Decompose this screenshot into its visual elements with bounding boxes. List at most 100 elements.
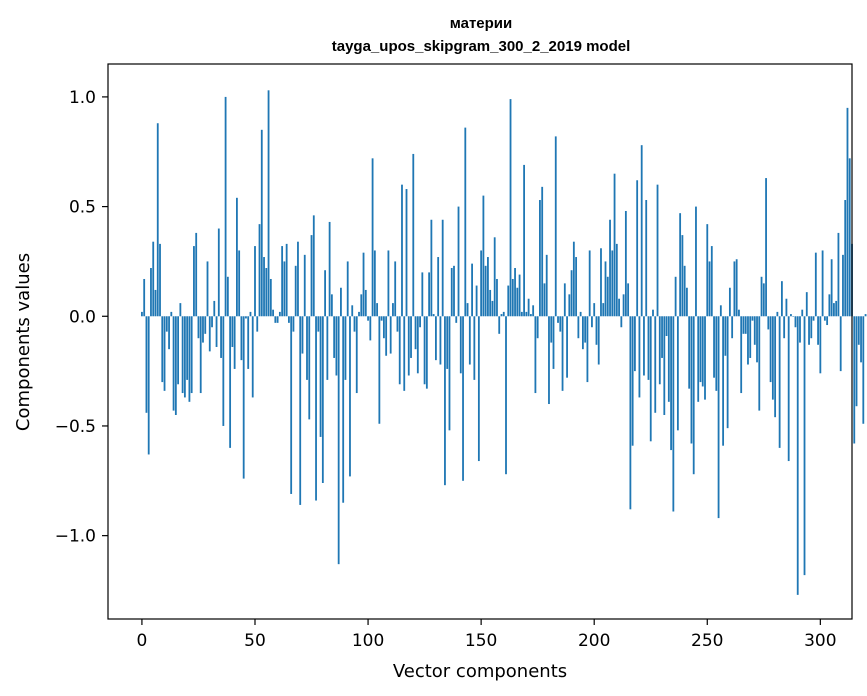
bar-component-194 (579, 311, 582, 317)
bar-component-275 (762, 283, 765, 317)
bar-component-103 (373, 250, 376, 317)
bar-component-131 (437, 257, 440, 317)
bar-component-85 (333, 316, 336, 358)
bar-component-114 (398, 316, 401, 385)
bar-component-260 (728, 287, 731, 317)
bar-component-189 (568, 294, 571, 317)
bar-component-38 (226, 276, 229, 317)
bar-component-234 (670, 316, 672, 451)
bar-component-51 (256, 316, 259, 332)
bar-component-6 (154, 289, 157, 317)
bar-component-276 (765, 178, 767, 317)
bar-component-190 (570, 270, 573, 317)
bar-component-269 (749, 316, 752, 358)
bar-component-111 (392, 303, 394, 317)
bar-component-3 (147, 316, 150, 455)
bar-component-71 (301, 316, 304, 354)
bar-component-163 (509, 99, 512, 317)
bar-component-287 (790, 314, 792, 317)
bar-component-77 (315, 316, 317, 501)
bar-component-95 (355, 316, 358, 394)
bar-component-176 (539, 200, 541, 317)
bar-component-239 (681, 235, 684, 317)
bar-component-184 (557, 316, 559, 323)
bar-component-157 (496, 278, 498, 317)
bar-component-96 (358, 311, 360, 317)
bar-component-94 (353, 316, 356, 332)
bar-component-18 (181, 316, 184, 394)
bar-component-254 (715, 316, 718, 391)
bar-component-29 (206, 261, 209, 317)
bar-component-298 (814, 252, 817, 317)
bar-component-105 (378, 316, 381, 424)
bar-component-154 (489, 289, 492, 317)
bar-component-108 (385, 316, 388, 356)
bar-component-274 (760, 276, 763, 317)
bar-component-255 (717, 316, 720, 519)
bar-component-93 (351, 305, 354, 317)
bar-component-195 (581, 316, 584, 350)
bar-component-124 (421, 272, 424, 317)
y-tick-label: −1.0 (55, 527, 96, 547)
bar-component-279 (771, 316, 774, 400)
bar-component-273 (758, 316, 761, 411)
bar-component-153 (487, 257, 489, 317)
bar-component-183 (554, 136, 557, 317)
y-axis-label: Components values (13, 253, 34, 431)
bar-component-247 (699, 316, 702, 383)
bar-component-142 (462, 316, 464, 481)
bar-component-0 (141, 311, 143, 317)
x-tick-label: 250 (691, 631, 723, 651)
bar-component-199 (591, 316, 593, 328)
bar-component-117 (405, 189, 408, 317)
bar-component-220 (638, 316, 641, 398)
bar-component-123 (419, 316, 421, 328)
bar-component-84 (330, 294, 333, 317)
bar-component-25 (197, 316, 200, 339)
bar-component-178 (543, 283, 546, 317)
bar-component-162 (507, 285, 510, 317)
bar-component-230 (661, 316, 663, 358)
bar-component-41 (233, 316, 236, 369)
bar-component-175 (536, 316, 539, 339)
bar-component-212 (620, 316, 623, 328)
bar-component-282 (778, 316, 781, 448)
bar-component-216 (629, 316, 632, 510)
bar-component-319 (862, 316, 865, 424)
bar-component-70 (299, 316, 302, 505)
bar-component-185 (559, 316, 562, 332)
bar-component-37 (224, 96, 227, 317)
x-tick-label: 0 (137, 631, 148, 651)
bar-component-13 (170, 311, 173, 317)
bar-component-237 (676, 316, 679, 431)
bar-component-295 (808, 316, 810, 345)
bar-component-149 (477, 316, 480, 462)
bar-component-99 (364, 289, 367, 317)
bar-component-283 (780, 281, 783, 317)
bar-component-305 (830, 259, 833, 317)
bar-component-317 (857, 316, 860, 345)
bar-component-98 (362, 252, 365, 317)
bar-component-80 (321, 316, 324, 483)
bar-component-134 (444, 316, 446, 486)
bar-component-132 (439, 316, 442, 365)
bar-component-205 (604, 261, 607, 317)
bar-component-130 (435, 316, 437, 361)
x-tick-label: 150 (465, 631, 497, 651)
bar-component-263 (735, 259, 738, 317)
bar-component-110 (389, 316, 392, 354)
bar-component-53 (260, 129, 263, 317)
bar-component-26 (199, 316, 202, 394)
bar-component-240 (683, 265, 686, 317)
bar-component-221 (640, 145, 643, 317)
bar-component-113 (396, 316, 399, 332)
bar-component-171 (527, 298, 530, 317)
bar-component-192 (575, 257, 578, 317)
bar-component-236 (674, 276, 677, 317)
bar-component-180 (548, 316, 550, 405)
bar-component-91 (346, 261, 349, 317)
bar-component-137 (450, 268, 453, 317)
bar-component-45 (242, 316, 245, 479)
x-tick-label: 50 (244, 631, 266, 651)
bar-component-133 (441, 219, 444, 317)
